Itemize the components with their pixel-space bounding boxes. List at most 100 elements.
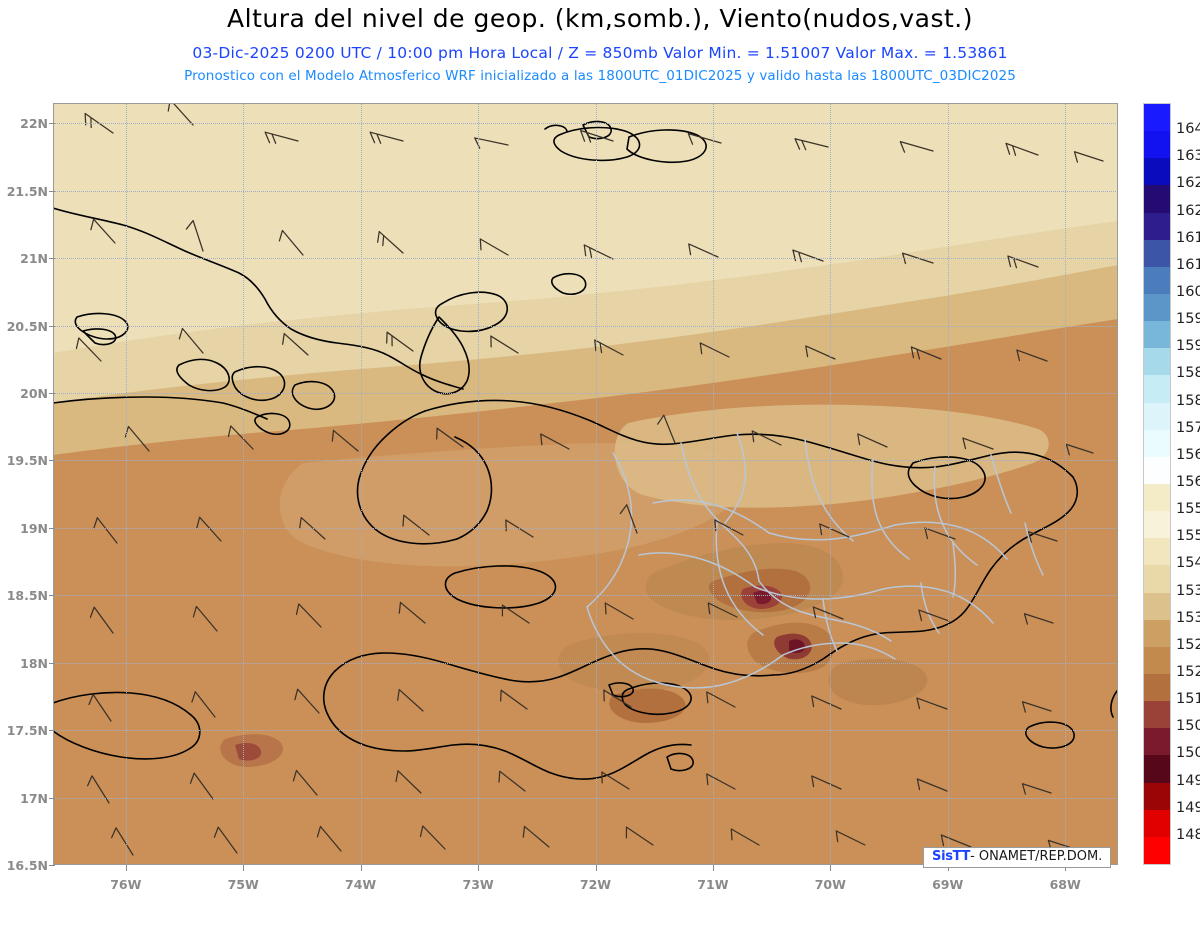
gridline-lat-20N xyxy=(53,393,1118,394)
lat-tick-label: 19N xyxy=(20,520,48,536)
colorbar-tick-label: 1605 xyxy=(1176,284,1200,300)
colorbar-tick-label: 1557 xyxy=(1176,501,1200,518)
lon-tick-mark xyxy=(360,865,362,871)
lat-tick-label: 20N xyxy=(20,386,48,401)
lat-tick-mark xyxy=(49,865,55,866)
colorbar-cell xyxy=(1144,212,1170,240)
colorbar-tick-label: 1509 xyxy=(1176,718,1200,735)
colorbar-cell xyxy=(1144,293,1170,322)
province-border-layer xyxy=(586,432,1044,689)
lat-tick-label: 18.5N xyxy=(6,588,48,604)
lat-tick-mark xyxy=(49,460,55,462)
lat-tick-mark xyxy=(49,730,55,732)
shading-band-light-2 xyxy=(53,221,1118,421)
colorbar-cell xyxy=(1144,728,1170,756)
map-plot-area[interactable] xyxy=(53,103,1118,865)
colorbar-tick-label: 1575 xyxy=(1176,419,1200,436)
lat-tick-label: 16.5N xyxy=(6,858,48,873)
colorbar-tick-label: 1599 xyxy=(1176,311,1200,328)
colorbar-cell xyxy=(1144,673,1170,702)
lat-tick-label: 17N xyxy=(20,790,48,806)
lon-tick-label: 69W xyxy=(932,877,964,892)
colorbar-cell xyxy=(1144,456,1170,484)
gridline-lat-18N xyxy=(53,662,1118,664)
colorbar-cell xyxy=(1144,429,1170,457)
colorbar-cell xyxy=(1144,104,1170,132)
lat-tick-mark xyxy=(49,595,55,597)
shading-highland-neiba-core xyxy=(789,639,805,654)
gridline-lat-17N xyxy=(53,797,1118,799)
colorbar-tick-label: 1563 xyxy=(1176,474,1200,490)
colorbar-cell xyxy=(1144,266,1170,294)
colorbar-tick-label: 1587 xyxy=(1176,365,1200,382)
lon-tick-label: 74W xyxy=(345,877,377,892)
colorbar-cell xyxy=(1144,592,1170,620)
gridline-lon-70W xyxy=(830,103,832,865)
gridline-lat-18.5N xyxy=(53,595,1118,597)
logo-suffix: - ONAMET/REP.DOM. xyxy=(970,849,1103,864)
gridline-lat-19N xyxy=(53,527,1118,529)
lon-tick-mark xyxy=(712,865,714,871)
colorbar-cell xyxy=(1144,619,1170,647)
lat-tick-label: 21.5N xyxy=(6,183,48,199)
lat-tick-mark xyxy=(49,325,55,327)
colorbar-tick-label: 1629 xyxy=(1176,175,1200,192)
lon-tick-label: 71W xyxy=(697,877,729,892)
colorbar-tick-label: 1497 xyxy=(1176,772,1200,789)
gridline-lon-76W xyxy=(125,103,127,865)
colorbar-cell xyxy=(1144,782,1170,810)
forecast-meta-line: 03-Dic-2025 0200 UTC / 10:00 pm Hora Loc… xyxy=(192,44,1008,62)
lat-tick-mark xyxy=(49,393,55,394)
lat-tick-label: 20.5N xyxy=(6,318,48,334)
gridline-lat-21.5N xyxy=(53,190,1118,192)
colorbar-tick-label: 1569 xyxy=(1176,446,1200,463)
lon-tick-label: 75W xyxy=(227,877,259,892)
colorbar-cell xyxy=(1144,158,1170,186)
colorbar-cell xyxy=(1144,402,1170,430)
lat-tick-mark xyxy=(49,797,55,799)
wind-barb-layer xyxy=(75,103,1104,856)
lat-tick-label: 17.5N xyxy=(6,723,48,739)
colorbar-tick-label: 1485 xyxy=(1176,826,1200,843)
colorbar-tick-label: 1593 xyxy=(1176,338,1200,355)
gridline-lon-71W xyxy=(712,103,714,865)
colorbar-tick-label: 1617 xyxy=(1176,229,1200,246)
gridline-lon-72W xyxy=(595,103,597,865)
gridline-lon-69W xyxy=(947,103,949,865)
gridline-lat-22N xyxy=(53,123,1118,125)
lat-tick-label: 19.5N xyxy=(6,453,48,469)
lat-tick-mark xyxy=(49,527,55,529)
gridline-lat-17.5N xyxy=(53,730,1118,732)
shading-band-light xyxy=(53,103,1118,383)
gridline-lon-74W xyxy=(360,103,362,865)
shading-highland-sierra-east xyxy=(828,658,928,706)
logo-brand: SisTT xyxy=(932,849,971,864)
lon-tick-mark xyxy=(478,865,480,871)
lat-tick-label: 21N xyxy=(20,251,48,267)
lon-tick-mark xyxy=(947,865,949,871)
lat-tick-label: 22N xyxy=(20,116,48,132)
lat-tick-mark xyxy=(49,190,55,192)
lon-tick-label: 72W xyxy=(579,877,612,892)
gridline-lon-75W xyxy=(243,103,245,865)
colorbar-cell xyxy=(1144,375,1170,403)
colorbar-tick-label: 1527 xyxy=(1176,636,1200,653)
gridline-lon-73W xyxy=(478,103,480,865)
lon-tick-mark xyxy=(830,865,832,871)
gridline-lat-21N xyxy=(53,258,1118,260)
shading-highland-peak-b xyxy=(753,590,772,605)
lon-tick-mark xyxy=(243,865,245,871)
shading-patch-dr-interior xyxy=(614,404,1049,508)
colorbar-tick-label: 1539 xyxy=(1176,582,1200,599)
colorbar-tick-label: 1533 xyxy=(1176,609,1200,626)
provider-logo: SisTT- ONAMET/REP.DOM. xyxy=(923,847,1112,868)
gridline-lon-68W xyxy=(1065,103,1067,865)
colorbar-cell xyxy=(1144,701,1170,729)
colorbar-cell xyxy=(1144,565,1170,593)
colorbar[interactable] xyxy=(1143,103,1171,865)
